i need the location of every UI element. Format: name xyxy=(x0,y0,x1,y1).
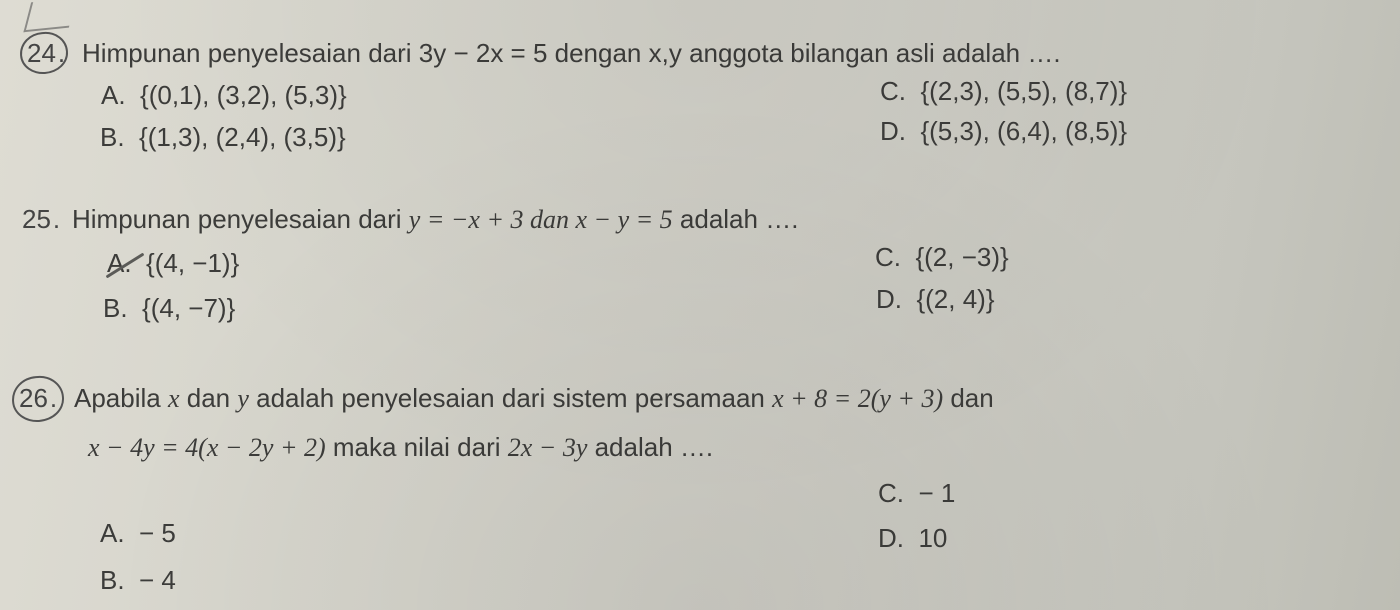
question-number-dot: . xyxy=(58,38,65,68)
option-a: A. − 5 xyxy=(100,518,176,549)
option-a: A. {(4, −1)} xyxy=(107,248,239,279)
question-number-text: 24 xyxy=(27,38,56,68)
stem-l1-math1: x xyxy=(168,384,180,413)
option-d-text: {(2, 4)} xyxy=(916,284,994,314)
option-b-text: {(4, −7)} xyxy=(142,293,235,323)
option-a: A. {(0,1), (3,2), (5,3)} xyxy=(101,80,347,111)
stem-l2-mid: maka nilai dari xyxy=(326,432,508,462)
option-b: B. {(1,3), (2,4), (3,5)} xyxy=(100,122,346,153)
option-c: C. {(2, −3)} xyxy=(875,242,1009,273)
question-number: 25. xyxy=(22,204,60,235)
page-content: 24. Himpunan penyelesaian dari 3y − 2x =… xyxy=(0,0,1400,610)
option-c: C. − 1 xyxy=(878,478,955,509)
question-number: 24. xyxy=(27,38,65,69)
stem-prefix: Himpunan penyelesaian dari xyxy=(72,204,409,234)
stem-l1-mid1: dan xyxy=(180,383,238,413)
stem-l1-mid2: adalah penyelesaian dari sistem persamaa… xyxy=(249,383,772,413)
stem-l1-math2: y xyxy=(237,384,249,413)
question-stem-line1: Apabila x dan y adalah penyelesaian dari… xyxy=(74,383,994,414)
option-c: C. {(2,3), (5,5), (8,7)} xyxy=(880,76,1127,107)
option-d: D. 10 xyxy=(878,523,947,554)
stem-l2-math: x − 4y = 4(x − 2y + 2) xyxy=(88,433,326,462)
question-stem: Himpunan penyelesaian dari y = −x + 3 da… xyxy=(72,204,798,235)
option-b: B. {(4, −7)} xyxy=(103,293,235,324)
question-number-dot: . xyxy=(50,383,57,413)
worksheet-page: 24. Himpunan penyelesaian dari 3y − 2x =… xyxy=(0,0,1400,610)
question-stem: Himpunan penyelesaian dari 3y − 2x = 5 d… xyxy=(82,38,1061,69)
option-c-text: {(2,3), (5,5), (8,7)} xyxy=(920,76,1127,106)
stem-suffix: adalah …. xyxy=(673,204,799,234)
stem-math: y = −x + 3 dan x − y = 5 xyxy=(409,205,673,234)
option-a-text: − 5 xyxy=(139,518,176,548)
option-b-text: {(1,3), (2,4), (3,5)} xyxy=(139,122,346,152)
option-a-text: {(4, −1)} xyxy=(146,248,239,278)
stem-l1-math3: x + 8 = 2(y + 3) xyxy=(772,384,943,413)
option-b: B. − 4 xyxy=(100,565,176,596)
question-number-text: 25 xyxy=(22,204,51,234)
stem-l2-math2: 2x − 3y xyxy=(508,433,588,462)
option-d-text: 10 xyxy=(918,523,947,553)
question-number-text: 26 xyxy=(19,383,48,413)
option-b-text: − 4 xyxy=(139,565,176,595)
option-d-text: {(5,3), (6,4), (8,5)} xyxy=(920,116,1127,146)
option-c-text: {(2, −3)} xyxy=(915,242,1008,272)
stem-l1-prefix: Apabila xyxy=(74,383,168,413)
question-number-dot: . xyxy=(53,204,60,234)
option-c-text: − 1 xyxy=(918,478,955,508)
option-d: D. {(5,3), (6,4), (8,5)} xyxy=(880,116,1127,147)
question-number: 26. xyxy=(19,383,57,414)
question-stem-line2: x − 4y = 4(x − 2y + 2) maka nilai dari 2… xyxy=(88,432,713,463)
option-a-text: {(0,1), (3,2), (5,3)} xyxy=(140,80,347,110)
stem-l1-suffix: dan xyxy=(943,383,994,413)
option-d: D. {(2, 4)} xyxy=(876,284,995,315)
stem-l2-suffix: adalah …. xyxy=(587,432,713,462)
